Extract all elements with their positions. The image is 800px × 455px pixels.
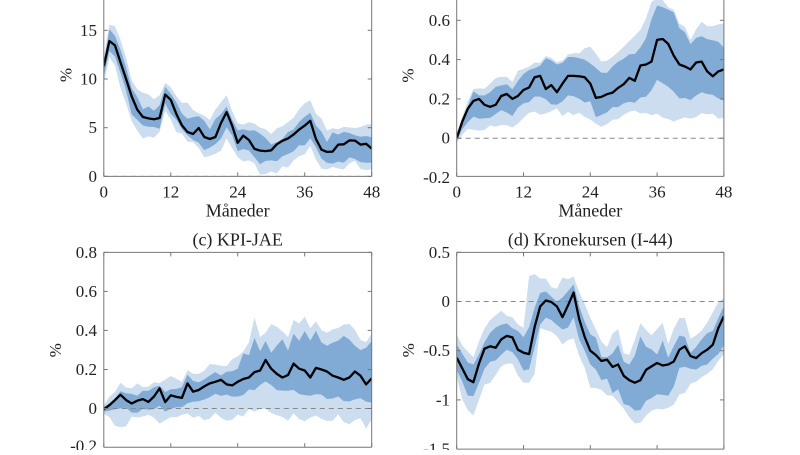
svg-text:0: 0 bbox=[442, 292, 451, 311]
svg-text:0.2: 0.2 bbox=[76, 360, 97, 379]
svg-text:24: 24 bbox=[229, 183, 247, 202]
svg-text:Måneder: Måneder bbox=[206, 201, 270, 221]
svg-text:0: 0 bbox=[452, 183, 461, 202]
svg-text:0.6: 0.6 bbox=[76, 282, 97, 301]
svg-text:15: 15 bbox=[80, 21, 97, 40]
svg-text:%: % bbox=[46, 343, 65, 357]
svg-text:0.8: 0.8 bbox=[76, 243, 97, 262]
svg-text:24: 24 bbox=[582, 183, 600, 202]
svg-text:(d) Kronekursen (I-44): (d) Kronekursen (I-44) bbox=[508, 230, 673, 251]
svg-text:%: % bbox=[57, 68, 76, 82]
svg-text:-0.2: -0.2 bbox=[423, 168, 450, 187]
svg-text:-0.5: -0.5 bbox=[423, 341, 450, 360]
svg-text:0.4: 0.4 bbox=[76, 321, 98, 340]
svg-text:12: 12 bbox=[515, 183, 532, 202]
svg-text:0.2: 0.2 bbox=[429, 89, 450, 108]
svg-text:0: 0 bbox=[89, 167, 98, 186]
svg-text:%: % bbox=[399, 343, 418, 357]
svg-text:-1.5: -1.5 bbox=[423, 440, 450, 451]
svg-text:36: 36 bbox=[296, 183, 313, 202]
svg-text:5: 5 bbox=[89, 118, 98, 137]
svg-text:%: % bbox=[398, 68, 417, 82]
svg-text:12: 12 bbox=[162, 183, 179, 202]
svg-text:0: 0 bbox=[100, 183, 109, 202]
svg-text:0.5: 0.5 bbox=[429, 243, 450, 262]
svg-text:0.4: 0.4 bbox=[429, 50, 451, 69]
svg-text:48: 48 bbox=[363, 183, 380, 202]
svg-text:-0.2: -0.2 bbox=[70, 437, 97, 451]
svg-text:(c) KPI-JAE: (c) KPI-JAE bbox=[192, 230, 282, 251]
svg-text:-1: -1 bbox=[436, 390, 450, 409]
svg-text:48: 48 bbox=[715, 183, 732, 202]
svg-text:10: 10 bbox=[80, 70, 97, 89]
svg-text:Måneder: Måneder bbox=[558, 201, 622, 221]
svg-text:0.6: 0.6 bbox=[429, 11, 450, 30]
svg-text:36: 36 bbox=[649, 183, 666, 202]
svg-text:0: 0 bbox=[442, 129, 451, 148]
svg-text:0: 0 bbox=[89, 399, 98, 418]
